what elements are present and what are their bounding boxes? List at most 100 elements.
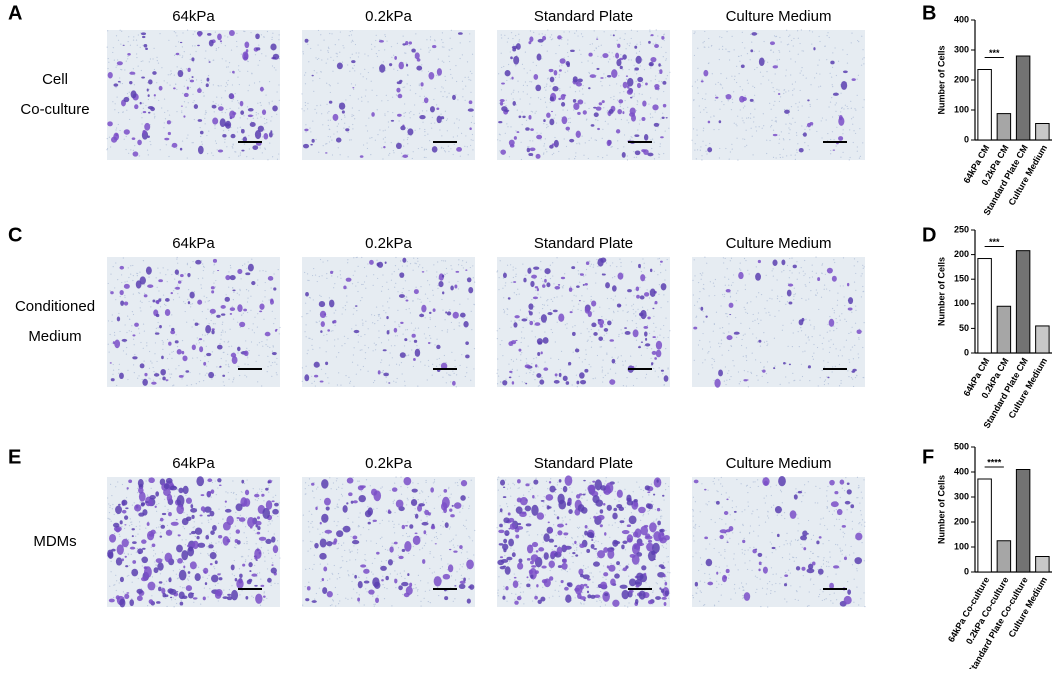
texture bbox=[379, 129, 380, 130]
texture bbox=[857, 146, 858, 147]
cell bbox=[498, 121, 502, 123]
texture bbox=[268, 553, 269, 554]
texture bbox=[358, 335, 359, 336]
texture bbox=[404, 578, 405, 579]
texture bbox=[333, 600, 334, 601]
cell bbox=[658, 63, 661, 66]
texture bbox=[577, 262, 578, 263]
texture bbox=[590, 266, 591, 267]
texture bbox=[229, 329, 230, 330]
texture bbox=[522, 124, 523, 125]
texture bbox=[383, 370, 384, 371]
texture bbox=[253, 488, 254, 489]
texture bbox=[260, 102, 261, 103]
cell bbox=[137, 548, 143, 554]
cell bbox=[236, 579, 243, 589]
texture bbox=[422, 267, 423, 268]
cell bbox=[110, 362, 112, 363]
texture bbox=[257, 344, 258, 345]
texture bbox=[816, 289, 817, 290]
texture bbox=[397, 291, 398, 292]
texture bbox=[388, 307, 389, 308]
texture bbox=[308, 582, 309, 583]
texture bbox=[305, 488, 306, 489]
texture bbox=[248, 135, 249, 136]
texture bbox=[136, 526, 137, 527]
texture bbox=[126, 497, 127, 498]
texture bbox=[697, 79, 698, 80]
cell bbox=[132, 541, 137, 544]
texture bbox=[108, 283, 109, 284]
texture bbox=[667, 75, 668, 76]
texture bbox=[409, 341, 410, 342]
cell bbox=[396, 143, 402, 149]
cell bbox=[600, 257, 606, 262]
texture bbox=[408, 290, 409, 291]
cell bbox=[631, 114, 636, 121]
texture bbox=[722, 46, 723, 47]
texture bbox=[301, 108, 302, 109]
texture bbox=[164, 122, 165, 123]
texture bbox=[603, 73, 604, 74]
texture bbox=[133, 339, 134, 340]
cell bbox=[411, 48, 416, 52]
texture bbox=[143, 45, 144, 46]
texture bbox=[836, 322, 837, 323]
cell bbox=[634, 134, 639, 137]
texture bbox=[406, 309, 407, 310]
texture bbox=[175, 46, 176, 47]
texture bbox=[342, 62, 343, 63]
cell bbox=[254, 494, 259, 498]
column-header: Culture Medium bbox=[726, 8, 832, 25]
texture bbox=[856, 375, 857, 376]
texture bbox=[358, 517, 359, 518]
texture bbox=[830, 102, 831, 103]
texture bbox=[222, 322, 223, 323]
texture bbox=[368, 529, 369, 530]
texture bbox=[747, 80, 748, 81]
texture bbox=[380, 318, 381, 319]
texture bbox=[430, 317, 431, 318]
texture bbox=[354, 65, 355, 66]
texture bbox=[663, 337, 664, 338]
texture bbox=[728, 331, 729, 332]
cell bbox=[445, 311, 447, 313]
cell bbox=[529, 321, 533, 325]
texture bbox=[462, 549, 463, 550]
texture bbox=[128, 41, 129, 42]
texture bbox=[526, 373, 527, 374]
texture bbox=[127, 316, 128, 317]
texture bbox=[176, 89, 177, 90]
texture bbox=[133, 150, 134, 151]
texture bbox=[307, 350, 308, 351]
texture bbox=[799, 272, 800, 273]
texture bbox=[732, 149, 733, 150]
texture bbox=[719, 346, 720, 347]
cell bbox=[122, 339, 128, 342]
texture bbox=[769, 103, 770, 104]
texture bbox=[333, 60, 334, 61]
texture bbox=[347, 262, 348, 263]
texture bbox=[497, 330, 498, 331]
texture bbox=[137, 275, 138, 276]
texture bbox=[536, 132, 537, 133]
texture bbox=[432, 375, 433, 376]
cell bbox=[196, 536, 199, 540]
texture bbox=[439, 358, 440, 359]
texture bbox=[144, 360, 145, 361]
texture bbox=[588, 158, 589, 159]
cell bbox=[120, 290, 124, 295]
micrograph bbox=[106, 30, 280, 161]
texture bbox=[578, 270, 579, 271]
texture bbox=[507, 265, 508, 266]
texture bbox=[203, 380, 204, 381]
texture bbox=[593, 264, 594, 265]
texture bbox=[373, 285, 374, 286]
texture bbox=[162, 559, 163, 560]
cell bbox=[124, 284, 130, 289]
texture bbox=[447, 118, 448, 119]
texture bbox=[422, 110, 423, 111]
texture bbox=[448, 56, 449, 57]
column-header: Standard Plate bbox=[534, 455, 633, 472]
cell bbox=[469, 127, 471, 130]
